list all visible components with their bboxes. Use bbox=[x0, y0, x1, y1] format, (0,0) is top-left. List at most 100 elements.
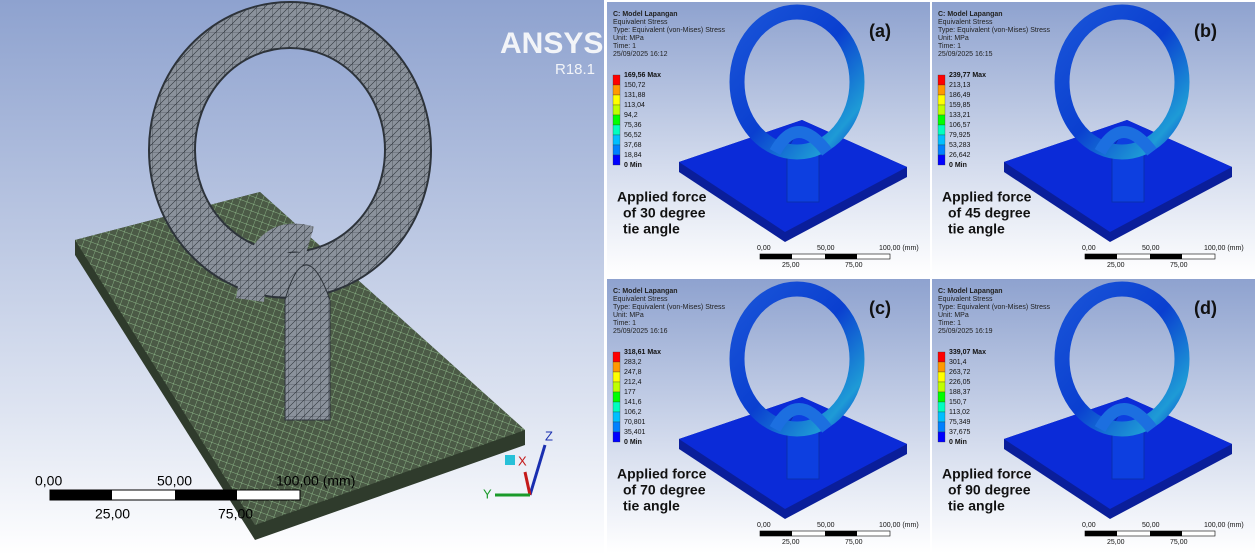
scale-label: 75,00 bbox=[845, 539, 863, 546]
legend-label: 177 bbox=[624, 389, 636, 396]
legend-swatch bbox=[938, 412, 945, 422]
scale-segment bbox=[175, 490, 237, 500]
legend-swatch bbox=[938, 155, 945, 165]
header-line: Type: Equivalent (von-Mises) Stress bbox=[613, 27, 726, 34]
scale-segment bbox=[1150, 254, 1182, 259]
axis-label: X bbox=[518, 453, 527, 468]
header-line: C: Model Lapangan bbox=[613, 11, 678, 18]
legend-swatch bbox=[938, 105, 945, 115]
header-line: 25/09/2025 16:12 bbox=[613, 51, 668, 58]
caption-line: Applied force bbox=[942, 466, 1032, 482]
legend-swatch bbox=[613, 155, 620, 165]
legend-swatch bbox=[613, 432, 620, 442]
header-line: Unit: MPa bbox=[613, 35, 644, 42]
axis-label: Z bbox=[545, 428, 553, 443]
legend-label: 239,77 Max bbox=[949, 72, 986, 79]
legend-swatch bbox=[613, 402, 620, 412]
caption-line: of 70 degree bbox=[623, 482, 706, 498]
header-line: 25/09/2025 16:15 bbox=[938, 51, 993, 58]
legend-label: 106,2 bbox=[624, 409, 642, 416]
version: R18.1 bbox=[555, 61, 595, 78]
header-line: Time: 1 bbox=[938, 320, 961, 327]
caption-line: tie angle bbox=[623, 498, 680, 514]
scale-segment bbox=[1150, 531, 1182, 536]
caption-line: tie angle bbox=[623, 221, 680, 237]
legend-label: 106,57 bbox=[949, 122, 971, 129]
legend-swatch bbox=[938, 95, 945, 105]
scale-label: 75,00 bbox=[1170, 262, 1188, 269]
header-line: Unit: MPa bbox=[938, 35, 969, 42]
header-line: Type: Equivalent (von-Mises) Stress bbox=[613, 304, 726, 311]
legend-swatch bbox=[938, 145, 945, 155]
header-line: Type: Equivalent (von-Mises) Stress bbox=[938, 304, 1051, 311]
scale-label: 0,00 bbox=[757, 245, 771, 252]
header-line: Time: 1 bbox=[613, 43, 636, 50]
legend-swatch bbox=[938, 115, 945, 125]
legend-label: 56,52 bbox=[624, 132, 642, 139]
axis-label: Y bbox=[483, 486, 492, 501]
scale-label: 0,00 bbox=[1082, 245, 1096, 252]
legend-label: 159,85 bbox=[949, 102, 971, 109]
scale-label: 50,00 bbox=[1142, 245, 1160, 252]
scale-label: 25,00 bbox=[782, 539, 800, 546]
legend-swatch bbox=[938, 432, 945, 442]
scale-label: 25,00 bbox=[782, 262, 800, 269]
header-line: C: Model Lapangan bbox=[938, 288, 1003, 295]
legend-swatch bbox=[613, 382, 620, 392]
legend-label: 94,2 bbox=[624, 112, 638, 119]
scale-label: 50,00 bbox=[817, 522, 835, 529]
legend-label: 150,72 bbox=[624, 82, 646, 89]
legend-swatch bbox=[938, 382, 945, 392]
legend-swatch bbox=[613, 145, 620, 155]
scale-label: 100,00 (mm) bbox=[879, 245, 919, 252]
legend-swatch bbox=[613, 125, 620, 135]
caption-line: of 30 degree bbox=[623, 205, 706, 221]
scale-label: 25,00 bbox=[95, 506, 130, 522]
legend-swatch bbox=[613, 105, 620, 115]
panel-label: (d) bbox=[1194, 298, 1217, 318]
scale-label: 50,00 bbox=[157, 473, 192, 489]
header-line: 25/09/2025 16:16 bbox=[613, 328, 668, 335]
legend-label: 79,925 bbox=[949, 132, 971, 139]
header-line: C: Model Lapangan bbox=[938, 11, 1003, 18]
logo: ANSYS bbox=[500, 27, 603, 60]
legend-swatch bbox=[938, 362, 945, 372]
legend-label: 212,4 bbox=[624, 379, 642, 386]
legend-label: 26,642 bbox=[949, 152, 971, 159]
scale-label: 100,00 (mm) bbox=[879, 522, 919, 529]
scale-label: 75,00 bbox=[845, 262, 863, 269]
scale-segment bbox=[825, 254, 857, 259]
legend-label: 37,675 bbox=[949, 429, 971, 436]
panel-label: (a) bbox=[869, 21, 891, 41]
caption-line: Applied force bbox=[942, 189, 1032, 205]
header-line: C: Model Lapangan bbox=[613, 288, 678, 295]
legend-swatch bbox=[938, 372, 945, 382]
legend-label: 113,02 bbox=[949, 409, 970, 416]
legend-label: 37,68 bbox=[624, 142, 642, 149]
legend-label: 226,05 bbox=[949, 379, 971, 386]
scale-label: 0,00 bbox=[1082, 522, 1096, 529]
legend-label: 186,49 bbox=[949, 92, 971, 99]
scale-label: 50,00 bbox=[1142, 522, 1160, 529]
scale-label: 75,00 bbox=[1170, 539, 1188, 546]
legend-swatch bbox=[613, 372, 620, 382]
scale-label: 0,00 bbox=[757, 522, 771, 529]
header-line: Unit: MPa bbox=[613, 312, 644, 319]
header-line: 25/09/2025 16:19 bbox=[938, 328, 993, 335]
legend-swatch bbox=[613, 362, 620, 372]
legend-label: 301,4 bbox=[949, 359, 967, 366]
scale-label: 75,00 bbox=[218, 506, 253, 522]
scale-label: 100,00 (mm) bbox=[276, 473, 355, 489]
caption-line: tie angle bbox=[948, 498, 1005, 514]
panel-label: (b) bbox=[1194, 21, 1217, 41]
panel-label: (c) bbox=[869, 298, 891, 318]
caption-line: Applied force bbox=[617, 466, 707, 482]
legend-swatch bbox=[938, 85, 945, 95]
legend-label: 75,349 bbox=[949, 419, 971, 426]
legend-swatch bbox=[938, 125, 945, 135]
legend-label: 131,88 bbox=[624, 92, 646, 99]
legend-swatch bbox=[938, 352, 945, 362]
scale-segment bbox=[760, 254, 792, 259]
